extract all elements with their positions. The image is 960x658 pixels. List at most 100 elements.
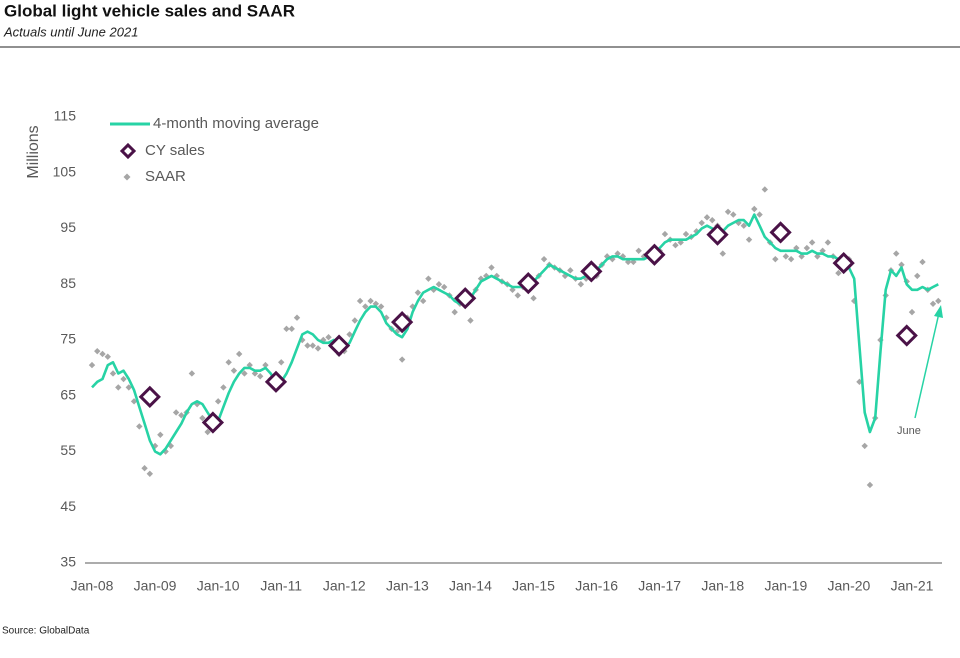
saar-point [262,361,269,369]
x-tick-label: Jan-15 [512,578,555,594]
y-tick-label: 75 [60,331,76,347]
saar-point [440,283,448,291]
y-tick-label: 45 [60,498,76,514]
cy-sales-marker [769,221,792,244]
y-tick-label: 115 [54,108,77,124]
saar-point [109,370,117,377]
x-tick-label: Jan-14 [449,578,492,594]
annotation-label: June [897,425,921,437]
saar-point [866,481,874,489]
saar-point [178,412,185,419]
saar-point [435,281,443,288]
saar-point [293,314,301,321]
chart-title: Global light vehicle sales and SAAR [4,1,295,20]
y-tick-label: 105 [53,163,77,179]
saar-point [99,350,106,358]
saar-point [235,350,243,358]
y-tick-label: 35 [60,554,76,570]
saar-point [398,356,406,363]
y-axis-label: Millions [25,125,42,178]
x-tick-label: Jan-21 [891,578,934,594]
x-tick-label: Jan-08 [71,578,114,594]
cy-sales-marker [706,223,729,246]
saar-point [898,261,905,268]
saar-point [835,269,842,277]
saar-point [929,300,937,307]
saar-point [488,264,495,271]
legend-swatch [119,142,137,160]
cy-sales-marker [832,251,855,275]
x-tick-label: Jan-16 [575,578,618,594]
saar-point [351,317,359,324]
saar-point [451,308,458,316]
saar-point [819,247,826,254]
saar-point [540,255,548,263]
saar-point [614,250,621,257]
saar-point [146,470,154,477]
saar-point [561,272,569,280]
saar-point [577,281,585,288]
saar-point [172,409,180,416]
saar-point [120,375,127,383]
saar-point [724,208,732,215]
cy-sales-marker [138,385,161,408]
saar-point [157,431,164,438]
x-tick-label: Jan-17 [638,578,681,594]
saar-point [220,384,227,391]
legend-swatch [123,173,131,181]
saar-point [356,297,364,305]
saar-point [740,222,747,229]
saar-point [751,205,758,213]
x-tick-label: Jan-11 [260,578,302,594]
saar-point [309,342,316,349]
saar-point [141,465,148,472]
x-tick-label: Jan-09 [134,578,177,594]
annotation-arrow [914,312,940,419]
saar-point [745,236,753,243]
x-tick-label: Jan-12 [323,578,366,594]
saar-point [514,292,521,299]
moving-average-line [91,213,939,456]
saar-point [719,250,726,257]
saar-point [850,297,858,305]
saar-point [199,414,206,422]
saar-point [893,250,900,257]
saar-point [214,398,222,405]
x-tick-label: Jan-18 [701,578,744,594]
x-tick-label: Jan-13 [386,578,429,594]
saar-point [761,186,769,193]
saar-point [935,297,942,305]
saar-point [467,317,474,324]
saar-point [125,384,132,391]
saar-point [94,347,101,355]
saar-point [682,230,690,238]
saar-point [130,398,138,405]
legend-label: 4-month moving average [153,115,319,132]
saar-point [914,272,921,280]
saar-point [304,342,311,349]
saar-point [772,255,779,263]
legend-label: SAAR [145,168,186,185]
x-tick-label: Jan-10 [197,578,240,594]
saar-point [808,239,816,246]
saar-point [803,244,811,252]
saar-point [509,286,516,294]
saar-point [824,239,832,246]
saar-point [787,255,795,263]
saar-point [115,384,122,391]
cy-sales-marker [895,324,918,347]
cy-sales-marker [517,272,540,295]
saar-point [730,211,737,218]
saar-point [241,370,248,377]
saar-point [661,230,669,238]
saar-point [288,325,295,333]
saar-point [425,275,432,282]
saar-point [225,359,232,366]
saar-point [782,253,790,260]
legend-label: CY sales [145,142,205,159]
saar-point [204,428,211,436]
saar-point [377,303,385,310]
saar-point [325,334,332,341]
saar-point [88,361,96,369]
